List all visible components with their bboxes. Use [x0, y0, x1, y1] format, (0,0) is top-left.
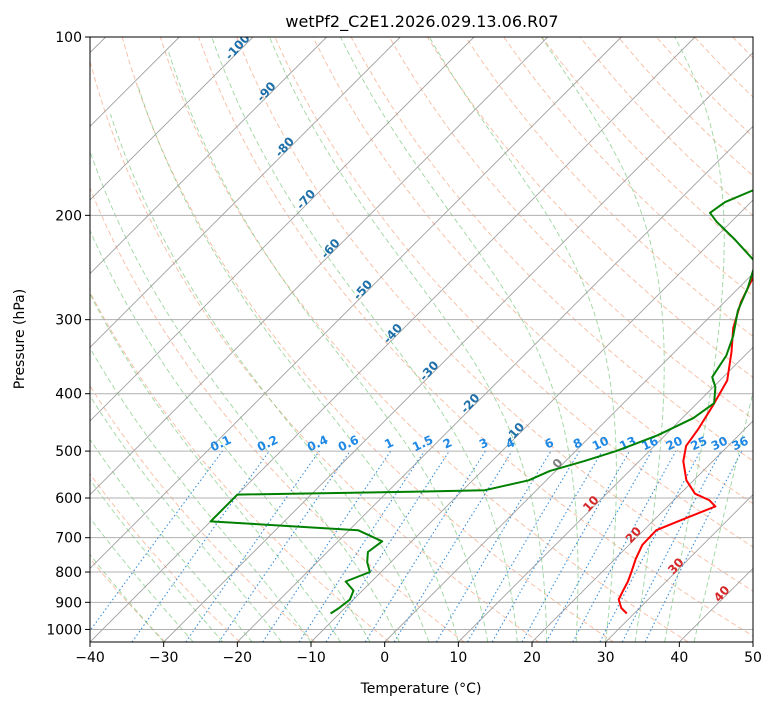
x-tick-label: −10 — [296, 650, 326, 666]
chart-title: wetPf2_C2E1.2026.029.13.06.R07 — [285, 12, 558, 32]
x-tick-label: 50 — [744, 650, 762, 666]
y-tick-label: 300 — [55, 313, 82, 329]
x-tick-label: −20 — [223, 650, 253, 666]
y-tick-label: 800 — [55, 565, 82, 581]
x-tick-label: 20 — [523, 650, 541, 666]
x-tick-label: 40 — [670, 650, 688, 666]
x-tick-label: −40 — [75, 650, 105, 666]
x-tick-label: −30 — [149, 650, 179, 666]
y-tick-label: 100 — [55, 30, 82, 46]
y-tick-label: 200 — [55, 208, 82, 224]
y-axis-label: Pressure (hPa) — [12, 289, 28, 389]
y-tick-label: 500 — [55, 444, 82, 460]
y-tick-label: 700 — [55, 531, 82, 547]
x-tick-label: 30 — [597, 650, 615, 666]
x-tick-label: 0 — [380, 650, 389, 666]
x-axis-label: Temperature (°C) — [360, 681, 482, 697]
y-tick-label: 900 — [55, 595, 82, 611]
y-tick-label: 400 — [55, 387, 82, 403]
y-tick-label: 600 — [55, 491, 82, 507]
y-tick-label: 1000 — [46, 622, 82, 638]
x-tick-label: 10 — [449, 650, 467, 666]
